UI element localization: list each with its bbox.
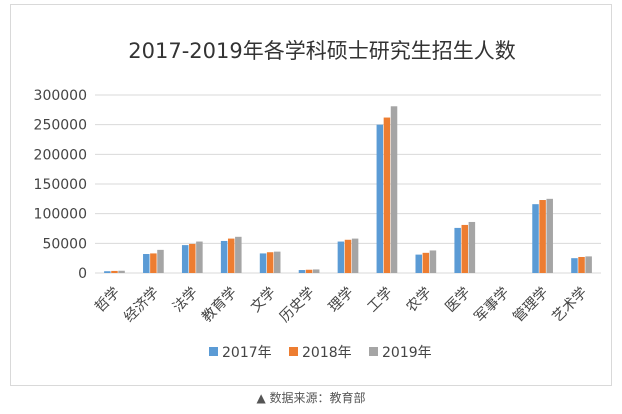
bar	[461, 224, 469, 273]
legend-swatch	[369, 347, 378, 356]
bar	[376, 124, 384, 274]
bar	[305, 269, 313, 273]
legend-label: 2018年	[302, 345, 352, 361]
bar	[585, 256, 592, 273]
bar	[578, 256, 585, 273]
bar	[143, 254, 150, 273]
bar	[220, 240, 228, 273]
legend-swatch	[289, 347, 298, 356]
bar	[274, 251, 281, 273]
bar	[351, 238, 359, 273]
legend-label: 2019年	[382, 345, 432, 361]
bar	[571, 258, 578, 273]
bar	[468, 221, 476, 273]
bar	[539, 200, 546, 273]
legend-label: 2017年	[222, 345, 272, 361]
bar	[546, 198, 553, 273]
x-tick-label: 经济学	[121, 285, 162, 326]
y-tick-label: 0	[78, 266, 87, 282]
x-tick-label: 农学	[404, 285, 435, 316]
bar	[104, 271, 111, 273]
x-tick-label: 工学	[365, 285, 396, 316]
bar	[111, 270, 118, 273]
x-tick-label: 法学	[170, 285, 201, 316]
bar	[415, 254, 422, 273]
bar	[189, 243, 196, 273]
y-tick-label: 300000	[34, 88, 87, 104]
bar	[118, 270, 125, 273]
x-tick-label: 管理学	[510, 285, 551, 326]
bar	[259, 253, 267, 273]
bar	[150, 253, 157, 273]
bar	[196, 241, 203, 273]
bar	[312, 269, 320, 273]
x-tick-label: 理学	[326, 285, 357, 316]
chart-title: 2017-2019年各学科硕士研究生招生人数	[128, 39, 515, 63]
bar	[157, 249, 164, 273]
bar	[227, 238, 235, 273]
bar	[181, 245, 189, 273]
bar	[298, 270, 306, 273]
bar	[337, 241, 345, 273]
bar	[429, 250, 437, 273]
bar	[344, 239, 352, 273]
x-tick-label: 军事学	[472, 285, 513, 326]
bar	[454, 227, 461, 273]
source-caption: ▲ 数据来源：教育部	[256, 391, 366, 405]
x-tick-label: 哲学	[92, 285, 123, 316]
y-tick-label: 50000	[42, 236, 87, 252]
x-tick-label: 历史学	[277, 285, 318, 326]
x-tick-label: 文学	[248, 285, 279, 316]
bar	[266, 252, 274, 273]
bar-chart: 2017-2019年各学科硕士研究生招生人数 0 50000 100000 15000…	[34, 39, 601, 361]
bar	[422, 252, 430, 273]
y-tick-label: 200000	[34, 147, 87, 163]
bar	[383, 117, 391, 274]
y-tick-label: 250000	[34, 118, 87, 134]
bar	[532, 204, 539, 273]
bar	[390, 106, 398, 273]
y-tick-label: 100000	[34, 207, 87, 223]
bar	[235, 236, 242, 273]
y-tick-label: 150000	[34, 177, 87, 193]
x-tick-label: 艺术学	[549, 285, 590, 326]
x-tick-label: 教育学	[199, 285, 240, 326]
legend-swatch	[209, 347, 218, 356]
chart-frame: 2017-2019年各学科硕士研究生招生人数 0 50000 100000 15000…	[10, 4, 612, 386]
x-tick-label: 医学	[442, 285, 473, 316]
